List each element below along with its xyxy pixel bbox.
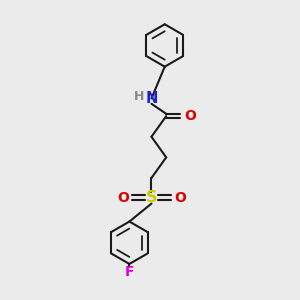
- Text: N: N: [145, 91, 158, 106]
- Text: O: O: [117, 191, 129, 205]
- Text: H: H: [134, 90, 144, 103]
- Text: S: S: [146, 190, 157, 205]
- Text: F: F: [124, 265, 134, 279]
- Text: O: O: [174, 191, 186, 205]
- Text: O: O: [184, 109, 196, 123]
